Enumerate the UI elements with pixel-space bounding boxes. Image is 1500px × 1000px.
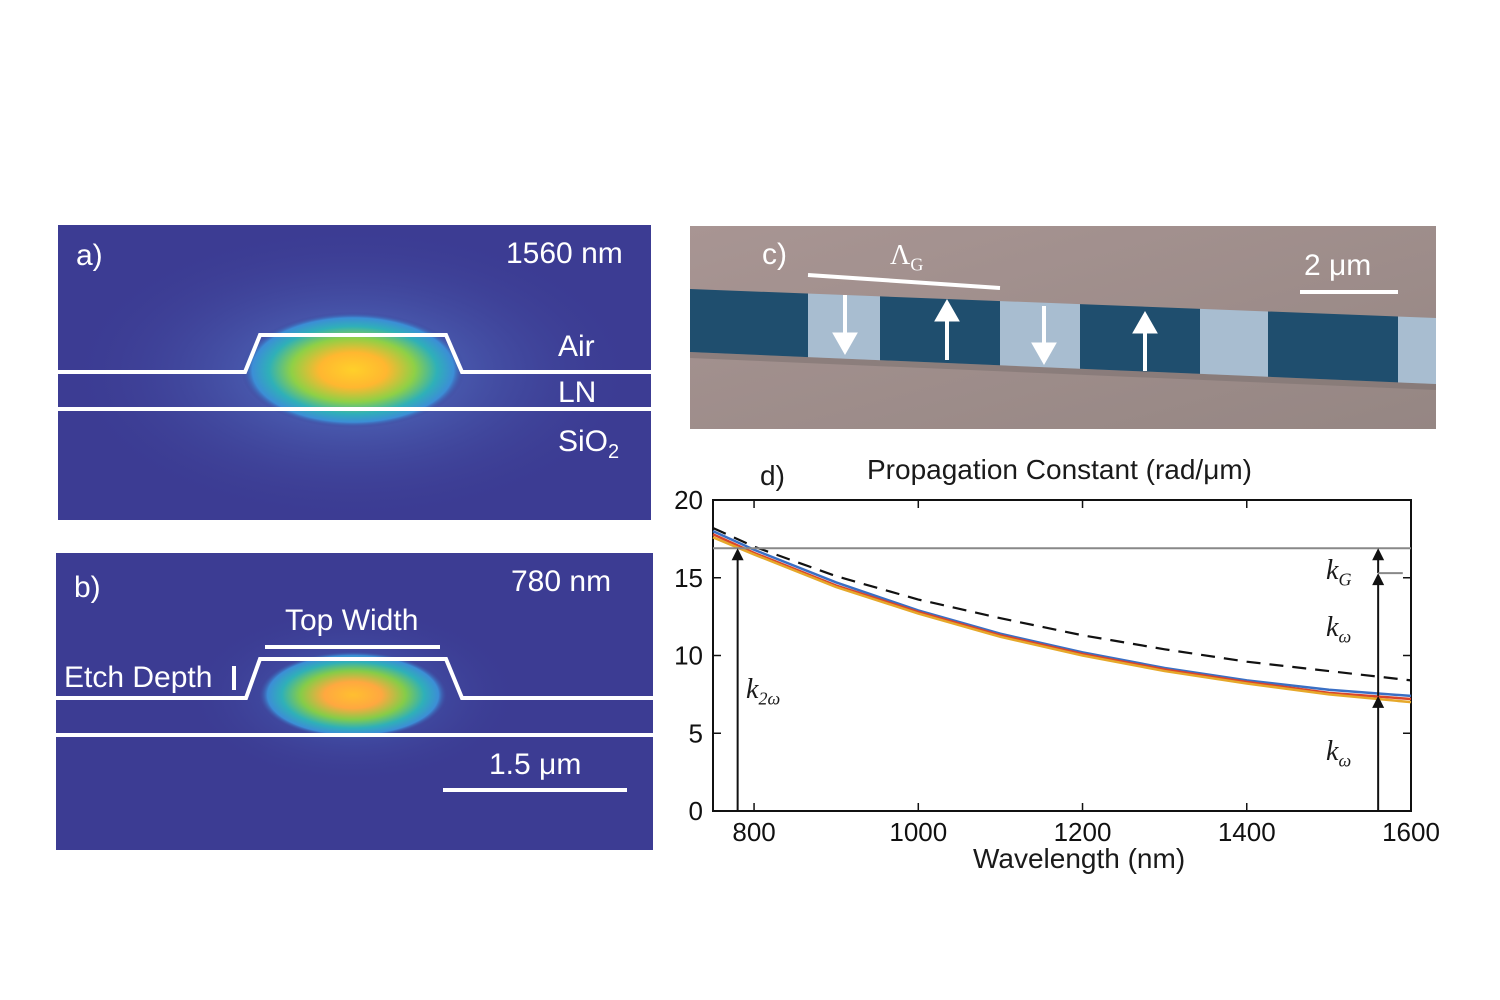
panel-a-label: a) <box>76 239 103 272</box>
kw-label-lower-main: k <box>1326 736 1339 767</box>
panel-d-label: d) <box>760 460 785 491</box>
grating-period-label-sub: G <box>910 254 924 275</box>
series-line-3 <box>712 536 1412 704</box>
series-line-2 <box>712 533 1412 701</box>
kw-label-upper-sub: ω <box>1338 626 1352 647</box>
x-tick-label: 1000 <box>889 817 947 847</box>
x-axis-label: Wavelength (nm) <box>973 843 1186 874</box>
ridge-outline-a <box>58 333 651 374</box>
mode-field-780 <box>56 605 653 792</box>
arrow-head-4 <box>1372 548 1385 561</box>
x-tick-label: 800 <box>732 817 775 847</box>
y-tick-label: 20 <box>674 485 703 515</box>
arrow-head-1 <box>731 548 744 561</box>
layer-label-air: Air <box>558 330 595 363</box>
arrow-head-down <box>1031 342 1057 366</box>
layer-label-sio2: SiO2 <box>558 425 620 463</box>
plot-layer: 800 1000 1200 1400 1600 0 5 10 15 20 <box>674 485 1440 847</box>
grating-period-label-main: Λ <box>890 240 911 271</box>
k2w-label-sub: 2ω <box>758 688 781 709</box>
kG-label-sub: G <box>1338 569 1352 590</box>
plot-frame <box>712 499 1412 812</box>
arrow-head-3 <box>1372 573 1385 586</box>
arrow-head-down <box>832 332 858 356</box>
panel-b-mode-profile-780: b) 780 nm Top Width Etch Depth 1.5 μm <box>56 553 653 850</box>
panel-b-label: b) <box>74 571 101 604</box>
y-tick-label: 0 <box>689 796 703 826</box>
top-width-label: Top Width <box>285 604 419 637</box>
kw-label-lower-sub: ω <box>1338 750 1352 771</box>
grating-period-bar <box>807 273 1001 290</box>
arrow-head-up <box>1132 310 1158 334</box>
y-tick-label: 15 <box>674 563 703 593</box>
mode-field-1560 <box>58 225 651 520</box>
k2w-label: k2ω <box>746 676 780 708</box>
x-tick-label: 1600 <box>1382 817 1440 847</box>
panel-c-sem-image: c) ΛG 2 μm <box>690 226 1436 429</box>
series-line-1 <box>712 529 1412 698</box>
chart-title: Propagation Constant (rad/μm) <box>867 454 1252 485</box>
arrow-head-up <box>934 298 960 322</box>
wavelength-label-780: 780 nm <box>511 565 612 598</box>
y-tick-label: 10 <box>674 641 703 671</box>
k2w-label-main: k <box>746 674 759 705</box>
x-tick-label: 1200 <box>1054 817 1112 847</box>
scalebar-label-1-5um: 1.5 μm <box>489 748 582 781</box>
kw-label-upper: kω <box>1326 614 1351 646</box>
kw-label-lower: kω <box>1326 738 1351 770</box>
kw-label-upper-main: k <box>1326 612 1339 643</box>
kG-label: kG <box>1326 557 1351 589</box>
propagation-constant-chart: 800 1000 1200 1400 1600 0 5 10 15 20 <box>674 485 1440 847</box>
layer-label-sio2-sub: 2 <box>608 441 620 463</box>
poled-waveguide-image <box>690 226 1436 429</box>
grating-period-label: ΛG <box>890 242 923 274</box>
layer-label-ln: LN <box>558 376 597 409</box>
scalebar-label-2um: 2 μm <box>1304 249 1372 282</box>
ridge-outline-b <box>56 657 653 700</box>
x-tick-label: 1400 <box>1218 817 1276 847</box>
etch-depth-label: Etch Depth <box>64 661 213 694</box>
kG-label-main: k <box>1326 555 1339 586</box>
panel-a-mode-profile-1560: a) 1560 nm Air LN SiO2 <box>58 225 651 520</box>
panel-c-label: c) <box>762 238 787 271</box>
wavelength-label-1560: 1560 nm <box>506 237 623 270</box>
arrow-head-2 <box>1372 695 1385 708</box>
y-tick-label: 5 <box>689 718 703 748</box>
layer-label-sio2-main: SiO <box>558 425 609 458</box>
poling-arrows <box>832 295 1158 371</box>
series-line-4 <box>712 526 1412 682</box>
